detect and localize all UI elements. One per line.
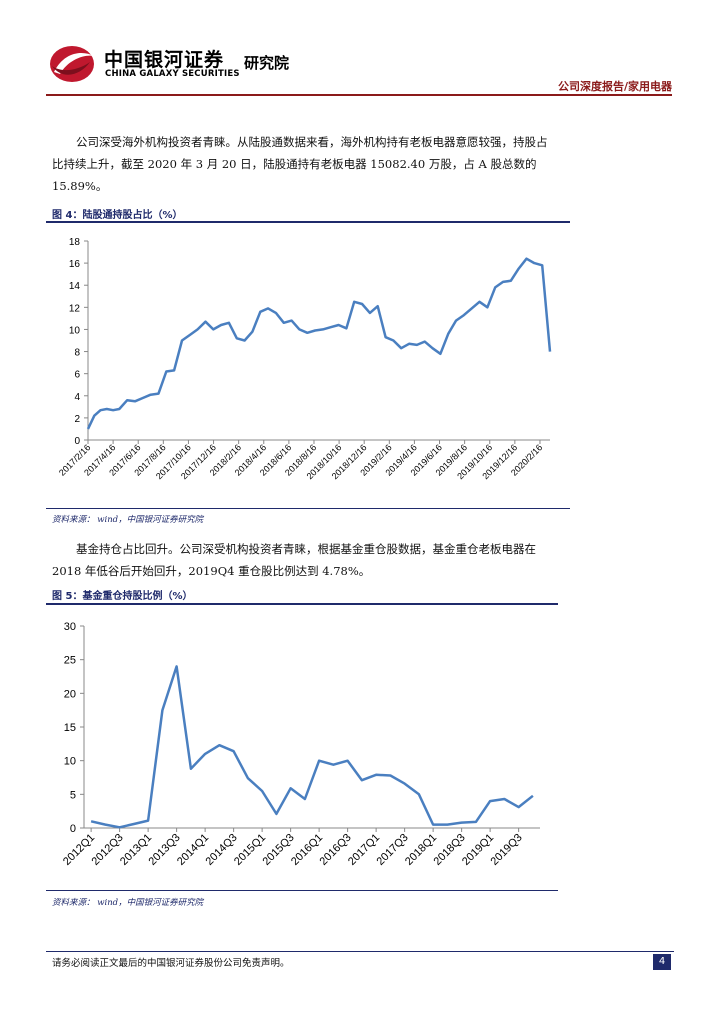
y-tick-label: 15 xyxy=(64,722,76,734)
header-rule xyxy=(46,94,672,96)
y-tick-label: 5 xyxy=(70,789,76,801)
figure-5-bottom-rule xyxy=(46,890,558,891)
y-tick-label: 30 xyxy=(64,621,76,633)
y-tick-label: 10 xyxy=(69,325,81,336)
y-tick-label: 0 xyxy=(74,436,80,447)
page-number: 4 xyxy=(653,954,671,970)
y-tick-label: 4 xyxy=(74,392,80,403)
chart-hk-connect-holding: 0246810121416182017/2/162017/4/162017/6/… xyxy=(57,237,552,481)
figure-5-source: 资料来源： wind，中国银河证券研究院 xyxy=(52,898,204,908)
y-tick-label: 2 xyxy=(74,414,80,425)
y-tick-label: 14 xyxy=(69,281,81,292)
series-line xyxy=(86,257,552,430)
y-tick-label: 6 xyxy=(74,370,80,381)
footer-rule xyxy=(46,951,674,952)
figure-5-top-rule xyxy=(46,603,558,605)
y-tick-label: 25 xyxy=(64,655,76,667)
y-tick-label: 8 xyxy=(74,348,80,359)
x-tick-label: 2019Q3 xyxy=(489,832,525,868)
y-tick-label: 0 xyxy=(70,823,76,835)
series-line xyxy=(90,665,534,829)
galaxy-logo-icon xyxy=(50,46,94,82)
y-tick-label: 20 xyxy=(64,688,76,700)
y-tick-label: 16 xyxy=(69,259,81,270)
company-name-cn: 中国银河证券 xyxy=(104,49,225,71)
figure-4-top-rule xyxy=(46,221,570,223)
figure-5-title: 图 5：基金重仓持股比例（%） xyxy=(52,591,193,602)
y-tick-label: 10 xyxy=(64,756,76,768)
paragraph-hk-connect: 公司深受海外机构投资者青睐。从陆股通数据来看，海外机构持有老板电器意愿较强，持股… xyxy=(52,135,548,193)
company-logo xyxy=(46,42,98,86)
report-type: 公司深度报告/家用电器 xyxy=(557,80,672,93)
paragraph-fund-holding: 基金持仓占比回升。公司深受机构投资者青睐，根据基金重仓股数据，基金重仓老板电器在… xyxy=(52,542,536,578)
footer-disclaimer: 请务必阅读正文最后的中国银河证券股份公司免责声明。 xyxy=(52,958,290,969)
chart-fund-holding: 0510152025302012Q12012Q32013Q12013Q32014… xyxy=(61,621,540,868)
figure-4-bottom-rule xyxy=(46,508,570,509)
y-tick-label: 18 xyxy=(69,237,81,248)
company-name-en: CHINA GALAXY SECURITIES xyxy=(105,69,240,79)
department-name: 研究院 xyxy=(244,54,290,72)
figure-4-source: 资料来源： wind，中国银河证券研究院 xyxy=(52,515,204,525)
y-tick-label: 12 xyxy=(69,303,81,314)
figure-4-title: 图 4：陆股通持股占比（%） xyxy=(52,210,183,221)
